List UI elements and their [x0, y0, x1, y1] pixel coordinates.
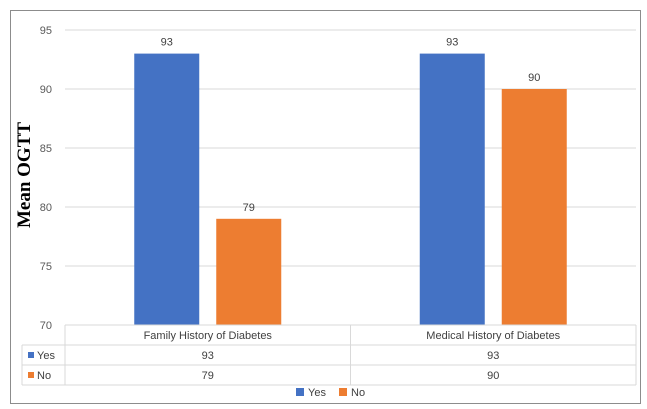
bar-no-0: [216, 218, 282, 325]
data-label: 90: [528, 72, 540, 84]
data-label: 93: [446, 37, 458, 49]
y-tick-label: 75: [40, 261, 52, 273]
y-tick-label: 85: [40, 143, 52, 155]
y-tick-label: 95: [40, 25, 52, 37]
y-tick-label: 90: [40, 84, 52, 96]
legend: Yes No: [296, 387, 365, 399]
legend-key: [339, 388, 347, 396]
y-tick-labels: 70 75 80 85 90 95: [40, 25, 52, 332]
legend-label: Yes: [308, 387, 326, 399]
bar-yes-1: [419, 53, 485, 325]
x-category-label: Medical History of Diabetes: [426, 330, 560, 342]
x-category-label: Family History of Diabetes: [144, 330, 273, 342]
bar-no-1: [501, 89, 567, 325]
table-legend-key: [28, 352, 34, 358]
data-label: 79: [243, 202, 255, 214]
table-cell: 79: [202, 370, 214, 382]
bar-yes-0: [134, 53, 200, 325]
legend-label: No: [351, 387, 365, 399]
legend-key: [296, 388, 304, 396]
data-label: 93: [161, 37, 173, 49]
table-cell: 93: [487, 350, 499, 362]
table-legend-key: [28, 372, 34, 378]
bars: [134, 53, 567, 325]
table-series-name: Yes: [37, 350, 55, 362]
table-series-name: No: [37, 370, 51, 382]
data-labels: 93 79 93 90: [161, 37, 541, 214]
table-cell: 93: [202, 350, 214, 362]
y-tick-label: 70: [40, 320, 52, 332]
y-tick-label: 80: [40, 202, 52, 214]
table-cell: 90: [487, 370, 499, 382]
data-table: Family History of Diabetes Medical Histor…: [21, 324, 637, 386]
y-axis-label: Mean OGTT: [14, 122, 35, 228]
